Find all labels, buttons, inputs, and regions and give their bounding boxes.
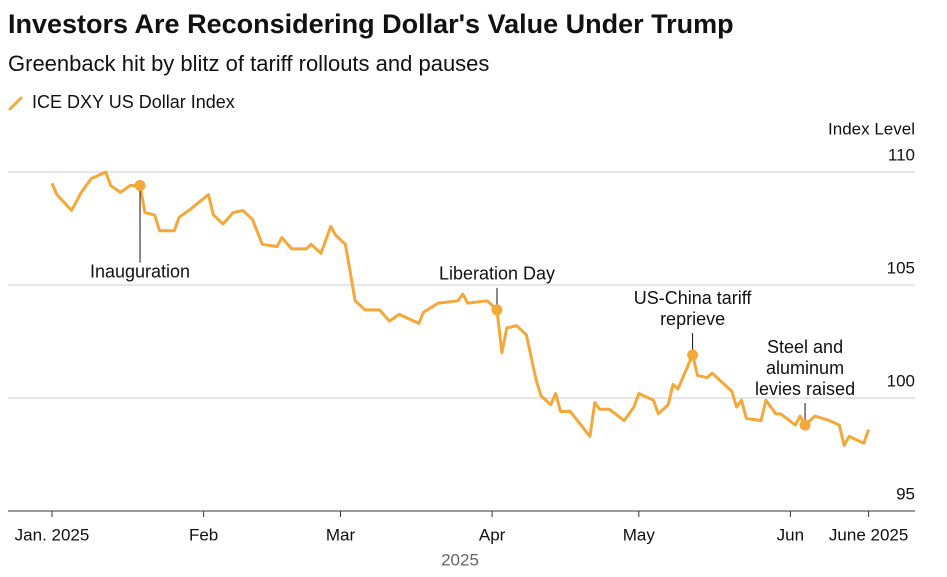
x-tick-label: Apr [479, 525, 506, 544]
data-line [50, 170, 871, 447]
legend-label: ICE DXY US Dollar Index [32, 92, 235, 112]
x-tick-label: Feb [189, 525, 218, 544]
y-tick-label: 110 [888, 145, 915, 164]
y-tick-label: 105 [887, 258, 915, 277]
annotation-label: reprieve [660, 309, 725, 329]
x-tick-label: June 2025 [829, 525, 908, 544]
annotation-label: Steel and [767, 337, 843, 357]
x-tick-label: Jun [777, 525, 804, 544]
x-tick-label: May [623, 525, 656, 544]
annotation-label: US-China tariff [634, 288, 753, 308]
y-axis-label: Index Level [828, 119, 915, 138]
annotation-dot [687, 349, 699, 361]
y-tick-label: 100 [887, 371, 915, 390]
annotation-label: aluminum [766, 358, 844, 378]
x-axis-label: 2025 [441, 550, 479, 569]
chart-subtitle: Greenback hit by blitz of tariff rollout… [8, 51, 489, 76]
annotation-dot [491, 304, 503, 316]
x-tick-label: Jan. 2025 [15, 525, 90, 544]
annotation-label: Inauguration [90, 261, 190, 281]
y-tick-label: 95 [896, 484, 915, 503]
x-tick-label: Mar [326, 525, 356, 544]
annotation-dot [799, 419, 811, 431]
legend-icon [8, 96, 23, 111]
chart-title: Investors Are Reconsidering Dollar's Val… [8, 9, 734, 39]
annotation-label: levies raised [755, 379, 855, 399]
annotation-label: Liberation Day [439, 264, 555, 284]
annotation-dot [134, 180, 146, 192]
